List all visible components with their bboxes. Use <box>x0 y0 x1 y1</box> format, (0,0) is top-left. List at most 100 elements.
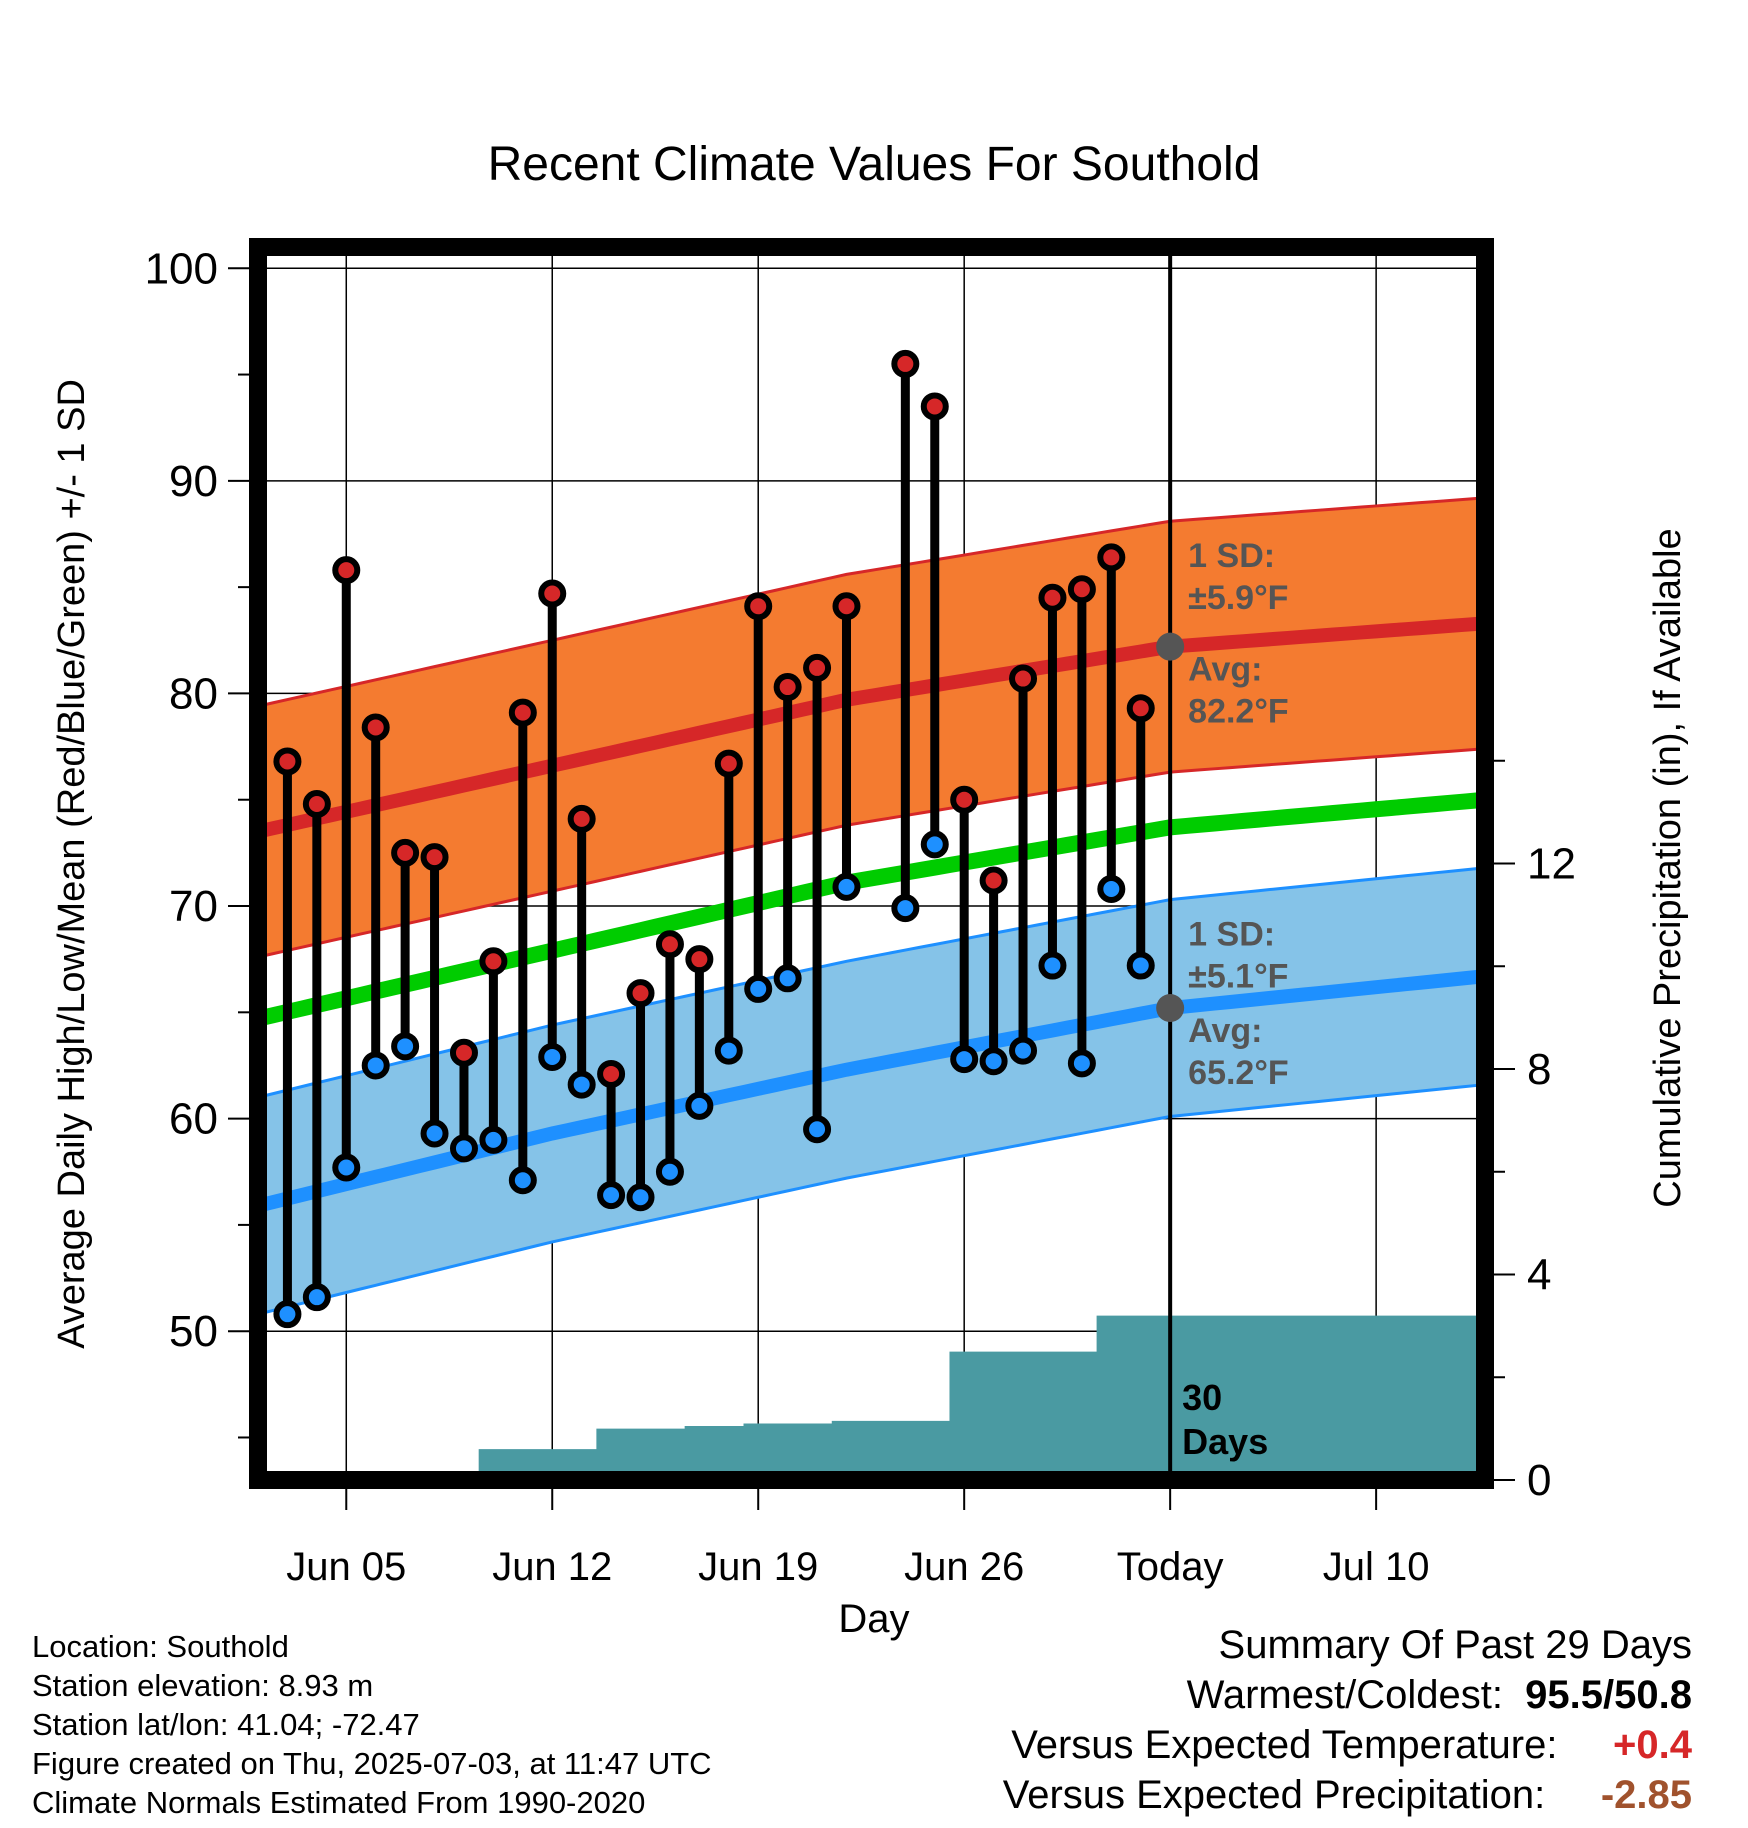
temp-value: +0.4 <box>1613 1723 1692 1767</box>
low-point <box>302 1283 331 1312</box>
high-point <box>979 866 1008 895</box>
high-sd-band <box>258 497 1485 958</box>
high-point <box>1067 575 1096 604</box>
low-point <box>920 830 949 859</box>
y2-tick-label: 4 <box>1527 1251 1551 1300</box>
daily-range-bars <box>273 349 1155 1329</box>
y-tick-label: 100 <box>145 244 218 293</box>
low-point <box>1097 875 1126 904</box>
low-point <box>685 1091 714 1120</box>
precip-value: -2.85 <box>1600 1773 1692 1817</box>
y-tick-label: 80 <box>169 669 218 718</box>
annotations: 1 SD: ±5.9°F Avg: 82.2°F 1 SD: ±5.1°F Avg: 65.2… <box>1156 537 1289 1092</box>
latlon-text: Station lat/lon: 41.04; -72.47 <box>32 1707 420 1742</box>
low-point <box>773 964 802 993</box>
x-tick-label: Today <box>1117 1545 1224 1589</box>
chart-title: Recent Climate Values For Southold <box>488 138 1261 191</box>
high-point <box>1009 664 1038 693</box>
temp-label: Versus Expected Temperature: <box>1011 1723 1558 1767</box>
high-point <box>1097 543 1126 572</box>
low-point <box>832 872 861 901</box>
x-tick-label: Jun 12 <box>492 1545 612 1589</box>
high-point <box>1126 694 1155 723</box>
today-days-label-2: Days <box>1182 1421 1268 1462</box>
high-point <box>449 1038 478 1067</box>
precip-cumulative-area <box>272 1315 1486 1480</box>
y2-tick-label: 12 <box>1527 840 1576 889</box>
high-point <box>479 947 508 976</box>
high-point <box>832 592 861 621</box>
low-point <box>332 1153 361 1182</box>
low-point <box>714 1036 743 1065</box>
high-point <box>920 392 949 421</box>
high-point <box>803 653 832 682</box>
high-sd-annotation-line1: 1 SD: <box>1188 537 1275 575</box>
low-avg-annotation-line2: 65.2°F <box>1188 1054 1289 1092</box>
x-tick-label: Jun 05 <box>286 1545 406 1589</box>
high-point <box>391 838 420 867</box>
y-tick-label: 50 <box>169 1307 218 1356</box>
elevation-text: Station elevation: 8.93 m <box>32 1668 374 1703</box>
sd-bands <box>257 496 1486 1316</box>
summary-title: Summary Of Past 29 Days <box>1218 1623 1692 1667</box>
low-point <box>891 894 920 923</box>
summary-temp-row: Versus Expected Temperature: +0.4 <box>1003 1720 1692 1770</box>
high-sd-annotation-line2: ±5.9°F <box>1188 579 1288 617</box>
y2-tick-label: 8 <box>1527 1045 1551 1094</box>
created-text: Figure created on Thu, 2025-07-03, at 11… <box>32 1746 712 1781</box>
y-axis-label: Average Daily High/Low/Mean (Red/Blue/Gr… <box>51 379 93 1349</box>
summary-warmest-row: Warmest/Coldest: 95.5/50.8 <box>1003 1670 1692 1720</box>
high-point <box>273 747 302 776</box>
low-point <box>538 1042 567 1071</box>
low-point <box>1009 1036 1038 1065</box>
high-sd-lower-edge <box>257 747 1486 959</box>
low-point <box>1067 1049 1096 1078</box>
today-days-label-1: 30 <box>1182 1377 1222 1418</box>
high-point <box>626 979 655 1008</box>
low-sd-band <box>258 867 1485 1315</box>
low-point <box>449 1134 478 1163</box>
high-point <box>420 843 449 872</box>
summary-precip-row: Versus Expected Precipitation: -2.85 <box>1003 1770 1692 1820</box>
high-point <box>773 673 802 702</box>
high-point <box>1038 583 1067 612</box>
low-point <box>1038 951 1067 980</box>
y-tick-label: 90 <box>169 457 218 506</box>
low-point <box>273 1300 302 1329</box>
high-avg-annotation-line1: Avg: <box>1188 651 1262 689</box>
precipitation-area <box>272 1315 1486 1480</box>
low-point <box>803 1115 832 1144</box>
high-point <box>332 556 361 585</box>
high-point <box>597 1059 626 1088</box>
high-point <box>891 349 920 378</box>
low-sd-annotation-line2: ±5.1°F <box>1188 958 1288 996</box>
high-avg-annotation-line2: 82.2°F <box>1188 693 1289 731</box>
summary-panel: Summary Of Past 29 Days Warmest/Coldest:… <box>1003 1620 1692 1820</box>
y-tick-label: 60 <box>169 1095 218 1144</box>
low-point <box>361 1051 390 1080</box>
high-point <box>361 713 390 742</box>
x-axis-label: Day <box>838 1597 909 1641</box>
axes: 50 60 70 80 90 100 0 4 8 12 Jun 05 Jun 12 Jun 19 Jun … <box>145 238 1576 1589</box>
y2-tick-label: 0 <box>1527 1456 1551 1505</box>
high-sd-upper-edge <box>257 496 1486 708</box>
low-point <box>597 1181 626 1210</box>
warmest-label: Warmest/Coldest: <box>1186 1673 1503 1717</box>
plot-frame <box>249 238 1494 1489</box>
low-point <box>479 1125 508 1154</box>
high-point <box>685 945 714 974</box>
location-text: Location: Southold <box>32 1629 289 1664</box>
x-tick-label: Jun 26 <box>904 1545 1024 1589</box>
low-point <box>567 1070 596 1099</box>
low-point <box>1126 951 1155 980</box>
high-point <box>950 785 979 814</box>
x-tick-label: Jul 10 <box>1323 1545 1430 1589</box>
high-point <box>538 579 567 608</box>
low-point <box>950 1045 979 1074</box>
low-point <box>391 1032 420 1061</box>
low-sd-lower-edge <box>257 1083 1486 1316</box>
high-avg-dot <box>1156 632 1185 661</box>
y2-axis-label: Cumulative Precipitation (in), If Availa… <box>1647 528 1689 1207</box>
low-point <box>420 1119 449 1148</box>
